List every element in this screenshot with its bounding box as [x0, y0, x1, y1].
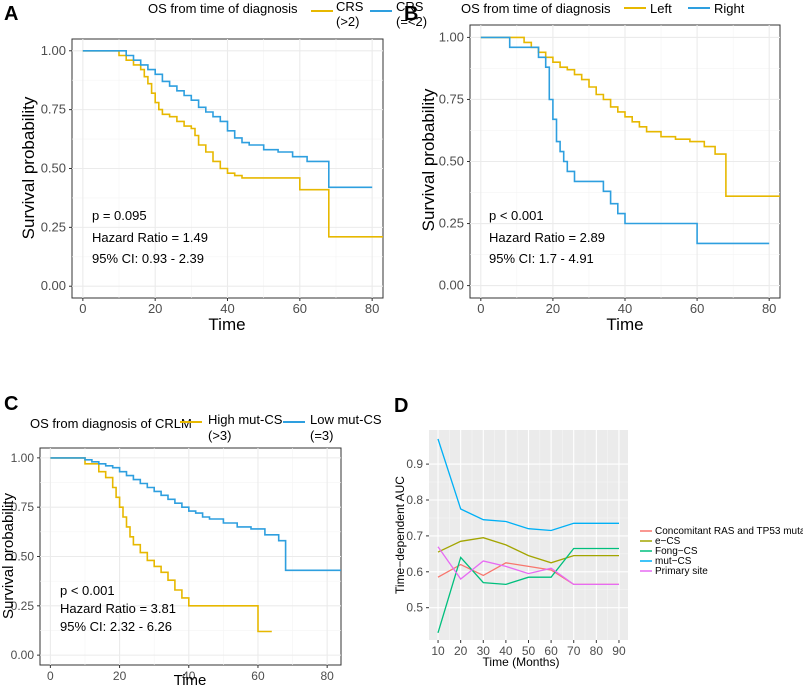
legend-label-a-crs-high: CRS — [336, 0, 364, 14]
y-tick-label-b: 0.25 — [439, 216, 464, 231]
x-tick-label-d: 70 — [567, 644, 581, 658]
legend-label-c-high: High mut-CS — [208, 412, 283, 427]
figure: A OS from time of diagnosis CRS (>2) CRS… — [0, 0, 803, 685]
annotation-a-ci: 95% CI: 0.93 - 2.39 — [92, 251, 204, 266]
legend-label-d-primary-site: Primary site — [655, 566, 708, 577]
x-tick-label-d: 10 — [431, 644, 445, 658]
legend-sublabel-c-low: (=3) — [310, 428, 333, 443]
panel-label-c: C — [4, 393, 18, 415]
y-tick-label-d: 0.9 — [406, 457, 423, 471]
panel-c: C OS from diagnosis of CRLM High mut-CS … — [0, 393, 382, 685]
x-tick-label-d: 80 — [590, 644, 604, 658]
y-tick-label-d: 0.7 — [406, 529, 423, 543]
y-tick-label-a: 1.00 — [41, 43, 66, 58]
x-axis-title-c: Time — [174, 672, 207, 685]
y-tick-label-b: 0.75 — [439, 91, 464, 106]
x-axis-title-d: Time (Months) — [483, 655, 560, 669]
x-tick-label-d: 20 — [454, 644, 468, 658]
x-tick-label-c: 60 — [251, 669, 265, 683]
annotation-b-pvalue: p < 0.001 — [489, 208, 544, 223]
annotation-b-hazard-ratio: Hazard Ratio = 2.89 — [489, 230, 605, 245]
x-tick-label-b: 60 — [690, 301, 704, 316]
panel-a: A OS from time of diagnosis CRS (>2) CRS… — [4, 0, 427, 334]
y-tick-label-d: 0.5 — [406, 601, 423, 615]
y-axis-title-c: Survival probability — [0, 493, 17, 619]
y-tick-label-b: 0.50 — [439, 154, 464, 169]
legend-title-c: OS from diagnosis of CRLM — [30, 416, 192, 431]
y-tick-label-d: 0.8 — [406, 493, 423, 507]
x-tick-label-a: 0 — [79, 301, 86, 316]
y-tick-label-d: 0.6 — [406, 565, 423, 579]
y-tick-label-c: 1.00 — [11, 451, 35, 465]
y-tick-label-b: 0.00 — [439, 278, 464, 293]
annotation-a-hazard-ratio: Hazard Ratio = 1.49 — [92, 230, 208, 245]
x-axis-title-a: Time — [208, 315, 245, 334]
x-tick-label-b: 80 — [762, 301, 776, 316]
legend-title-b: OS from time of diagnosis — [461, 1, 611, 16]
y-tick-label-a: 0.25 — [41, 219, 66, 234]
y-tick-label-a: 0.00 — [41, 278, 66, 293]
annotation-a-pvalue: p = 0.095 — [92, 208, 147, 223]
panel-label-b: B — [404, 3, 418, 25]
x-tick-label-a: 20 — [148, 301, 162, 316]
x-tick-label-d: 90 — [612, 644, 626, 658]
legend-sublabel-a-crs-high: (>2) — [336, 14, 359, 29]
x-axis-title-b: Time — [606, 315, 643, 334]
panel-d: D 10 20 30 40 50 60 70 80 90 0.5 0.6 0.7 0.8 0.9 Time… — [393, 395, 803, 669]
x-tick-label-a: 60 — [293, 301, 307, 316]
x-tick-label-c: 0 — [47, 669, 54, 683]
y-axis-title-d: Time−dependent AUC — [393, 476, 407, 594]
y-axis-title-b: Survival probability — [419, 88, 438, 231]
legend-sublabel-c-high: (>3) — [208, 428, 231, 443]
x-tick-label-c: 20 — [113, 669, 127, 683]
x-tick-label-a: 40 — [220, 301, 234, 316]
y-axis-title-a: Survival probability — [19, 96, 38, 239]
x-tick-label-c: 80 — [320, 669, 334, 683]
annotation-c-hazard-ratio: Hazard Ratio = 3.81 — [60, 601, 176, 616]
x-tick-label-b: 0 — [477, 301, 484, 316]
legend-d: Concomitant RAS and TP53 mutationse−CSFo… — [640, 526, 803, 577]
y-tick-label-a: 0.50 — [41, 161, 66, 176]
annotation-b-ci: 95% CI: 1.7 - 4.91 — [489, 251, 594, 266]
legend-label-c-low: Low mut-CS — [310, 412, 382, 427]
panel-label-d: D — [394, 395, 408, 417]
legend-label-b-left: Left — [650, 1, 672, 16]
annotation-c-pvalue: p < 0.001 — [60, 583, 115, 598]
x-tick-label-b: 20 — [546, 301, 560, 316]
legend-label-b-right: Right — [714, 1, 745, 16]
legend-title-a: OS from time of diagnosis — [148, 1, 298, 16]
x-tick-label-a: 80 — [365, 301, 379, 316]
x-tick-label-b: 40 — [618, 301, 632, 316]
y-tick-label-c: 0.00 — [11, 648, 35, 662]
y-tick-label-b: 1.00 — [439, 29, 464, 44]
panel-label-a: A — [4, 3, 18, 25]
panel-b: B OS from time of diagnosis Left Right 0… — [404, 1, 780, 334]
y-tick-label-a: 0.75 — [41, 102, 66, 117]
annotation-c-ci: 95% CI: 2.32 - 6.26 — [60, 619, 172, 634]
